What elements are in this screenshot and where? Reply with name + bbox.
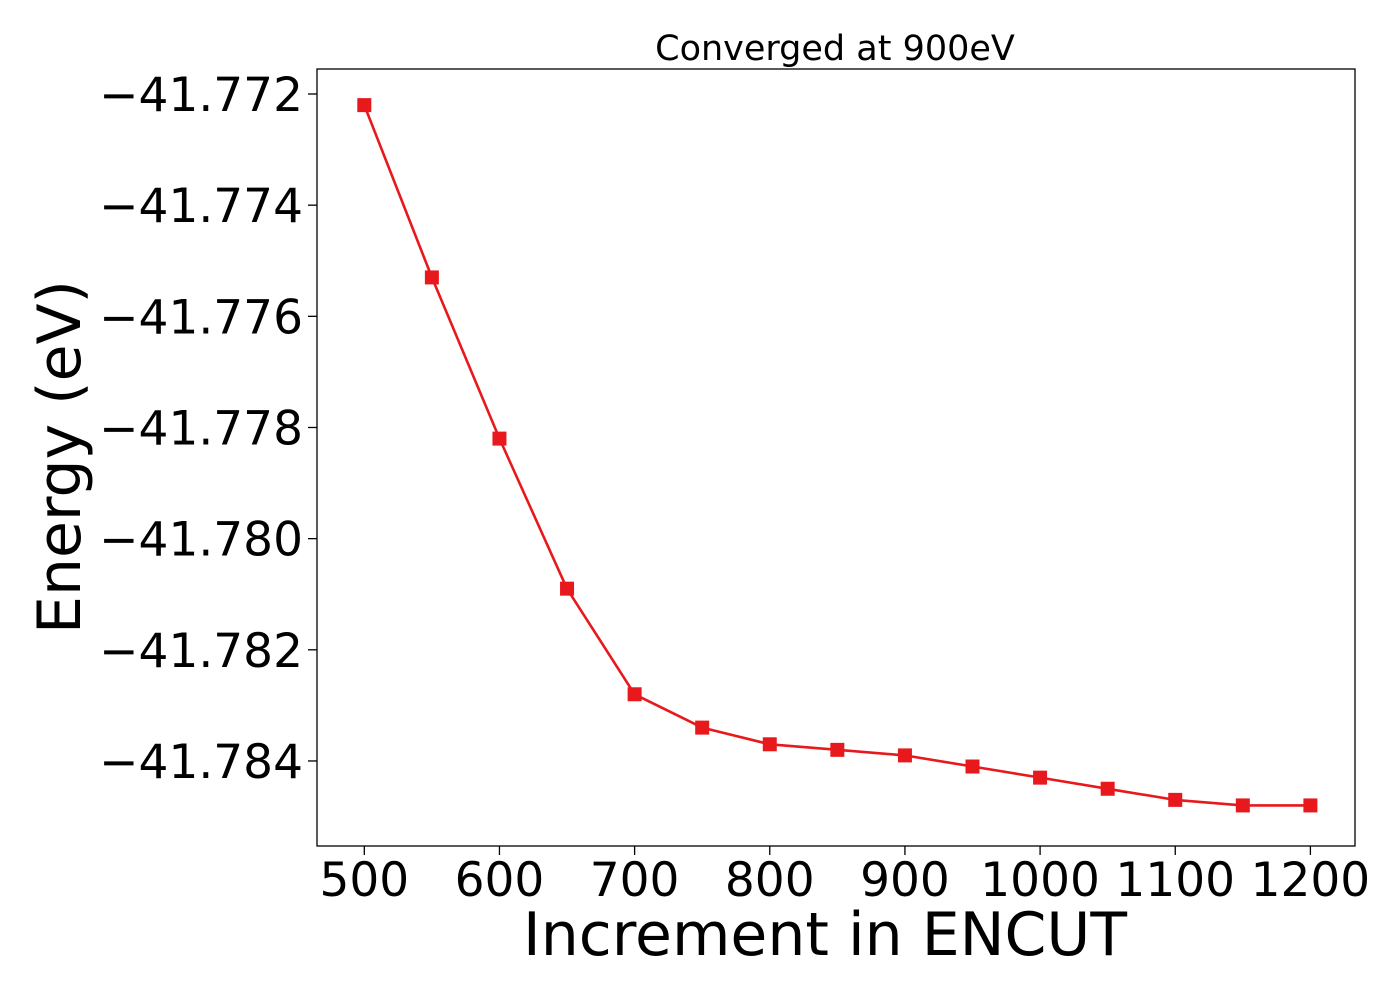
y-tick-label: −41.776 bbox=[99, 290, 303, 345]
x-tick-label: 1100 bbox=[1115, 853, 1235, 908]
chart-title: Converged at 900eV bbox=[655, 29, 1015, 69]
y-tick-label: −41.778 bbox=[99, 401, 303, 456]
data-point-marker bbox=[1235, 798, 1250, 813]
x-tick-label: 1200 bbox=[1251, 853, 1371, 908]
y-tick-label: −41.782 bbox=[99, 624, 303, 679]
plot-area-frame bbox=[316, 68, 1356, 847]
data-point-marker bbox=[897, 748, 912, 763]
data-point-marker bbox=[1033, 770, 1048, 785]
data-point-marker bbox=[357, 98, 372, 113]
data-point-marker bbox=[492, 431, 507, 446]
data-point-marker bbox=[830, 742, 845, 757]
x-tick-label: 900 bbox=[860, 853, 950, 908]
data-point-marker bbox=[627, 687, 642, 702]
x-tick-label: 500 bbox=[319, 853, 409, 908]
data-point-marker bbox=[560, 581, 575, 596]
y-tick-label: −41.772 bbox=[99, 68, 303, 123]
x-axis-label: Increment in ENCUT bbox=[523, 900, 1127, 970]
y-axis-label: Energy (eV) bbox=[25, 280, 95, 634]
data-point-marker bbox=[424, 270, 439, 285]
data-point-marker bbox=[762, 737, 777, 752]
x-axis: 500 600 700 800 900 1000 1100 1200 bbox=[319, 846, 1370, 908]
x-tick-label: 600 bbox=[455, 853, 545, 908]
series-line bbox=[363, 104, 1311, 807]
x-tick-label: 1000 bbox=[980, 853, 1100, 908]
x-tick-label: 700 bbox=[590, 853, 680, 908]
data-point-marker bbox=[965, 759, 980, 774]
data-point-marker bbox=[1303, 798, 1318, 813]
y-tick-label: −41.780 bbox=[99, 513, 303, 568]
y-tick-label: −41.784 bbox=[99, 735, 303, 790]
data-point-marker bbox=[1100, 781, 1115, 796]
x-tick-label: 800 bbox=[725, 853, 815, 908]
y-axis: −41.772 −41.774 −41.776 −41.778 −41.780 −41.7… bbox=[99, 68, 317, 790]
data-point-marker bbox=[1168, 792, 1183, 807]
data-point-marker bbox=[695, 720, 710, 735]
series-markers bbox=[357, 98, 1318, 813]
y-tick-label: −41.774 bbox=[99, 179, 303, 234]
